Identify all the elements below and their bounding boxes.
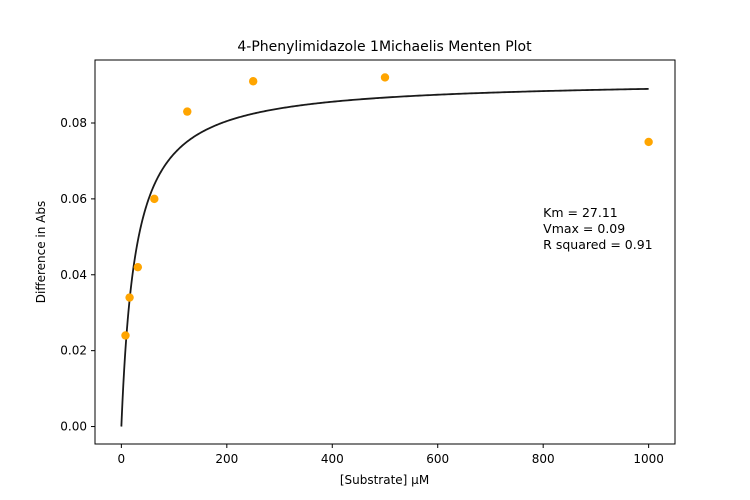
annotation-line: Vmax = 0.09: [543, 221, 625, 236]
x-tick-label: 0: [118, 452, 126, 466]
plot-frame: [94, 59, 676, 445]
data-point: [248, 77, 258, 86]
plot-area: [94, 59, 676, 445]
x-axis: 0 200 400 600 800 1000: [118, 444, 664, 466]
fit-curve: [120, 87, 649, 427]
y-tick-label: 0.08: [60, 116, 87, 130]
x-tick-label: 200: [215, 452, 238, 466]
y-tick-label: 0.04: [60, 268, 87, 282]
data-point: [644, 137, 653, 147]
data-point: [121, 331, 130, 340]
y-tick-label: 0.02: [60, 344, 87, 358]
data-point: [380, 73, 390, 82]
x-tick-label: 400: [321, 452, 344, 466]
data-point: [133, 262, 143, 272]
y-axis: 0.00 0.02 0.04 0.06 0.08: [60, 116, 95, 434]
data-point: [150, 194, 159, 204]
x-tick-label: 1000: [633, 452, 664, 466]
x-tick-label: 600: [426, 452, 449, 466]
x-axis-label: [Substrate] µM: [340, 473, 429, 487]
annotation-line: R squared = 0.91: [543, 237, 652, 252]
annotation-line: Km = 27.11: [543, 205, 618, 220]
data-point: [125, 293, 134, 302]
y-tick-label: 0.06: [60, 192, 87, 206]
y-tick-label: 0.00: [60, 420, 87, 434]
y-axis-label: Difference in Abs: [34, 201, 48, 304]
x-tick-label: 800: [532, 452, 555, 466]
chart-title: 4-Phenylimidazole 1Michaelis Menten Plot: [237, 39, 532, 55]
data-point: [183, 107, 192, 116]
